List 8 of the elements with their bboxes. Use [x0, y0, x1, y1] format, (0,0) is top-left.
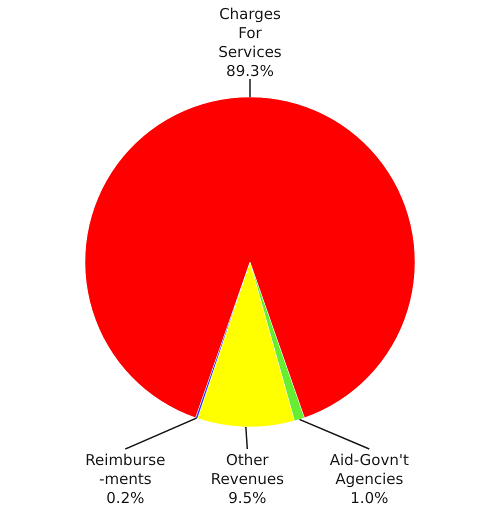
data-label: 89.3%: [226, 62, 274, 80]
slice-label: Charges For Services: [218, 5, 282, 61]
slice-label: Aid-Govn't Agencies: [330, 451, 409, 488]
data-label: 1.0%: [350, 489, 388, 507]
data-label: 9.5%: [228, 489, 266, 507]
slice-label: Other Revenues: [210, 451, 284, 488]
slice-label: Reimburse -ments: [85, 451, 166, 488]
data-label: 0.2%: [106, 489, 144, 507]
